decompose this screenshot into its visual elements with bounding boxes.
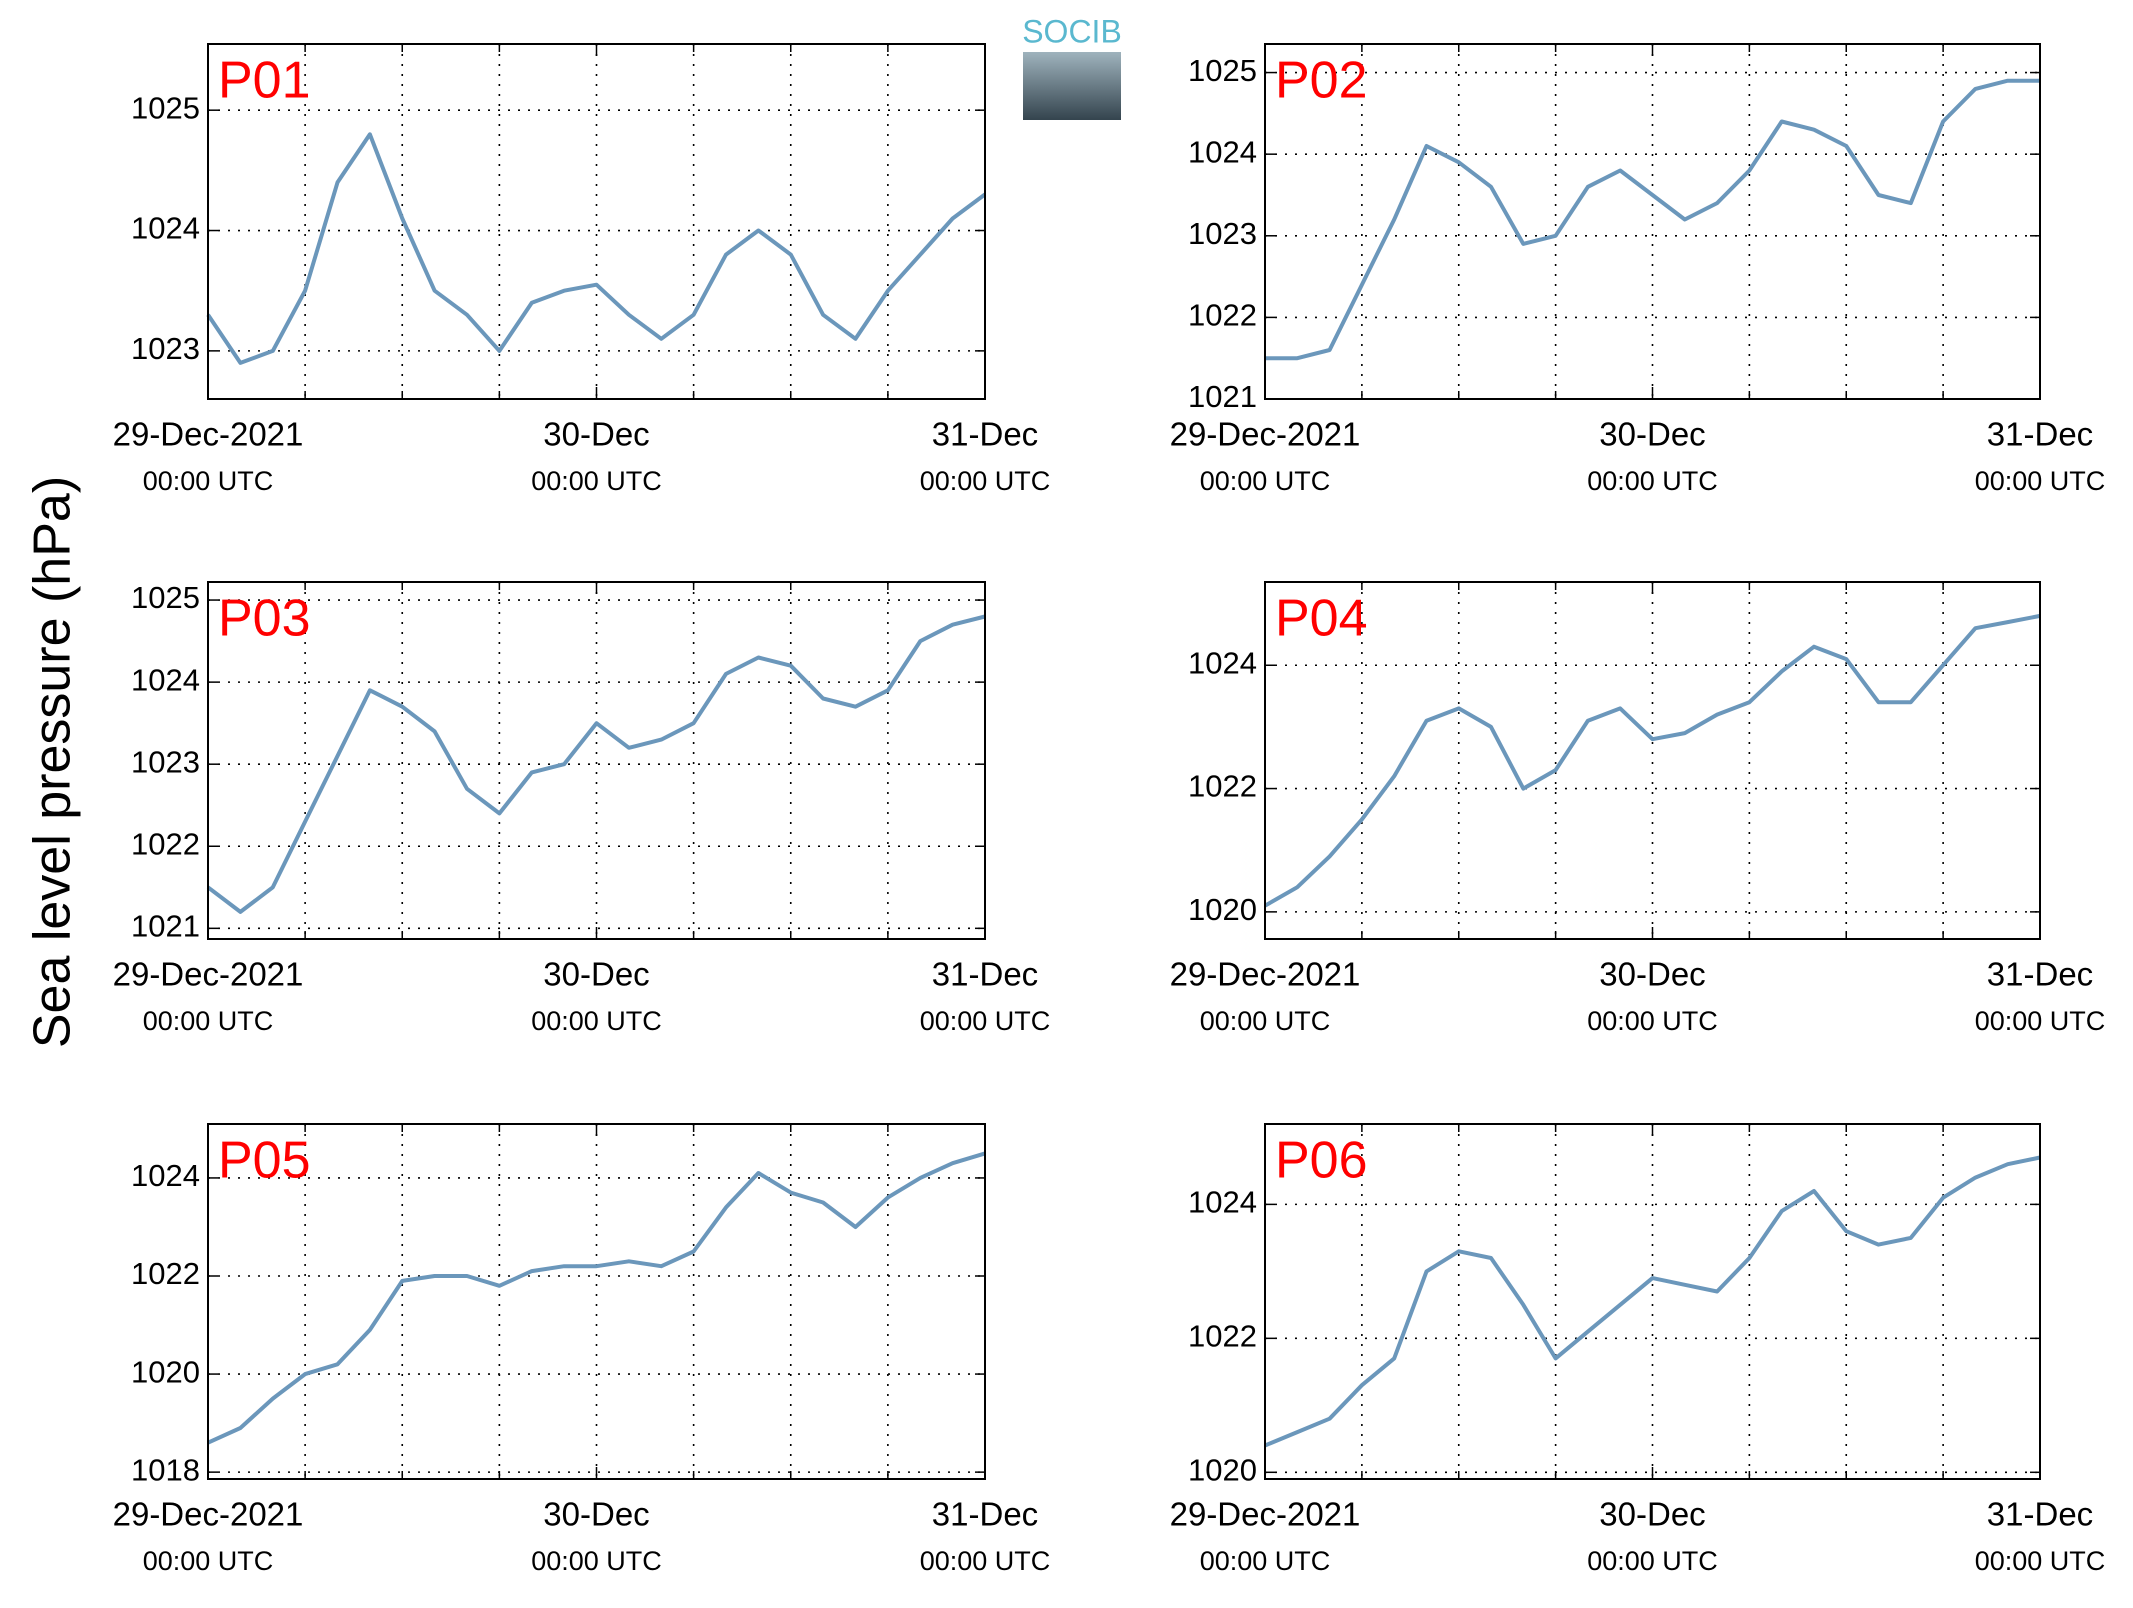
x-tick-label: 31-Dec	[932, 956, 1038, 993]
data-line	[1264, 613, 2041, 908]
y-tick-label: 1024	[1188, 645, 1257, 680]
axes-frame	[207, 1123, 986, 1480]
x-tick-label: 30-Dec	[543, 956, 649, 993]
x-tick-sublabel: 00:00 UTC	[143, 466, 274, 496]
axes-frame	[1264, 581, 2041, 940]
y-tick-label: 1023	[131, 744, 200, 779]
x-tick-sublabel: 00:00 UTC	[531, 466, 662, 496]
x-tick-label: 30-Dec	[543, 1496, 649, 1533]
x-tick-label: 31-Dec	[1987, 416, 2093, 453]
y-tick-label: 1022	[1188, 1319, 1257, 1354]
data-line	[207, 1151, 986, 1445]
x-tick-label: 29-Dec-2021	[113, 1496, 304, 1533]
panel-title: P03	[218, 590, 311, 648]
x-tick-sublabel: 00:00 UTC	[1587, 1546, 1718, 1576]
y-tick-label: 1020	[1188, 1452, 1257, 1487]
y-tick-label: 1022	[1188, 769, 1257, 804]
logo-block	[1023, 52, 1121, 120]
y-tick-label: 1024	[131, 662, 200, 697]
x-tick-label: 30-Dec	[1599, 416, 1705, 453]
x-tick-sublabel: 00:00 UTC	[143, 1006, 274, 1036]
x-tick-label: 30-Dec	[1599, 956, 1705, 993]
y-tick-label: 1020	[1188, 892, 1257, 927]
axes-frame	[207, 43, 986, 400]
x-tick-label: 29-Dec-2021	[1170, 416, 1361, 453]
panel-title: P02	[1275, 52, 1368, 110]
x-tick-sublabel: 00:00 UTC	[531, 1006, 662, 1036]
panel-title: P05	[218, 1132, 311, 1190]
x-tick-label: 30-Dec	[1599, 1496, 1705, 1533]
data-line	[206, 614, 986, 914]
x-tick-label: 29-Dec-2021	[113, 956, 304, 993]
x-tick-sublabel: 00:00 UTC	[143, 1546, 274, 1576]
y-tick-label: 1018	[131, 1452, 200, 1487]
panel-title: P01	[218, 52, 311, 110]
x-tick-label: 29-Dec-2021	[1170, 1496, 1361, 1533]
y-tick-label: 1022	[1188, 298, 1257, 333]
y-tick-label: 1022	[131, 1256, 200, 1291]
panel-title: P06	[1275, 1132, 1368, 1190]
x-tick-sublabel: 00:00 UTC	[920, 466, 1051, 496]
x-tick-sublabel: 00:00 UTC	[1200, 466, 1331, 496]
x-tick-label: 31-Dec	[932, 416, 1038, 453]
data-line	[1264, 1155, 2041, 1448]
panel-title: P04	[1275, 590, 1368, 648]
x-tick-sublabel: 00:00 UTC	[1975, 466, 2106, 496]
logo-text: SOCIB	[1022, 13, 1122, 49]
y-tick-label: 1021	[1188, 379, 1257, 414]
y-tick-label: 1024	[1188, 134, 1257, 169]
data-line	[206, 132, 987, 365]
y-tick-label: 1020	[131, 1354, 200, 1389]
x-tick-label: 30-Dec	[543, 416, 649, 453]
x-tick-sublabel: 00:00 UTC	[920, 1006, 1051, 1036]
x-tick-sublabel: 00:00 UTC	[1975, 1546, 2106, 1576]
y-tick-label: 1025	[131, 90, 200, 125]
x-tick-label: 29-Dec-2021	[113, 416, 304, 453]
y-tick-label: 1021	[131, 909, 200, 944]
x-tick-sublabel: 00:00 UTC	[1200, 1546, 1331, 1576]
y-axis-label: Sea level pressure (hPa)	[24, 476, 82, 1048]
x-tick-label: 31-Dec	[932, 1496, 1038, 1533]
axes-frame	[1264, 1123, 2041, 1480]
y-tick-label: 1025	[131, 580, 200, 615]
x-tick-sublabel: 00:00 UTC	[920, 1546, 1051, 1576]
axes-frame	[207, 581, 986, 940]
y-tick-label: 1023	[1188, 216, 1257, 251]
y-tick-label: 1024	[131, 1158, 200, 1193]
x-tick-sublabel: 00:00 UTC	[1587, 1006, 1718, 1036]
logo: SOCIB	[1022, 13, 1122, 120]
axes-frame	[1264, 43, 2041, 400]
y-tick-label: 1022	[131, 826, 200, 861]
x-tick-label: 31-Dec	[1987, 956, 2093, 993]
y-tick-label: 1024	[131, 211, 200, 246]
y-tick-label: 1024	[1188, 1185, 1257, 1220]
x-tick-label: 31-Dec	[1987, 1496, 2093, 1533]
x-tick-sublabel: 00:00 UTC	[1200, 1006, 1331, 1036]
x-tick-sublabel: 00:00 UTC	[1975, 1006, 2106, 1036]
y-tick-label: 1023	[131, 331, 200, 366]
data-line	[1265, 78, 2040, 361]
x-tick-label: 29-Dec-2021	[1170, 956, 1361, 993]
y-tick-label: 1025	[1188, 53, 1257, 88]
x-tick-sublabel: 00:00 UTC	[1587, 466, 1718, 496]
x-tick-sublabel: 00:00 UTC	[531, 1546, 662, 1576]
